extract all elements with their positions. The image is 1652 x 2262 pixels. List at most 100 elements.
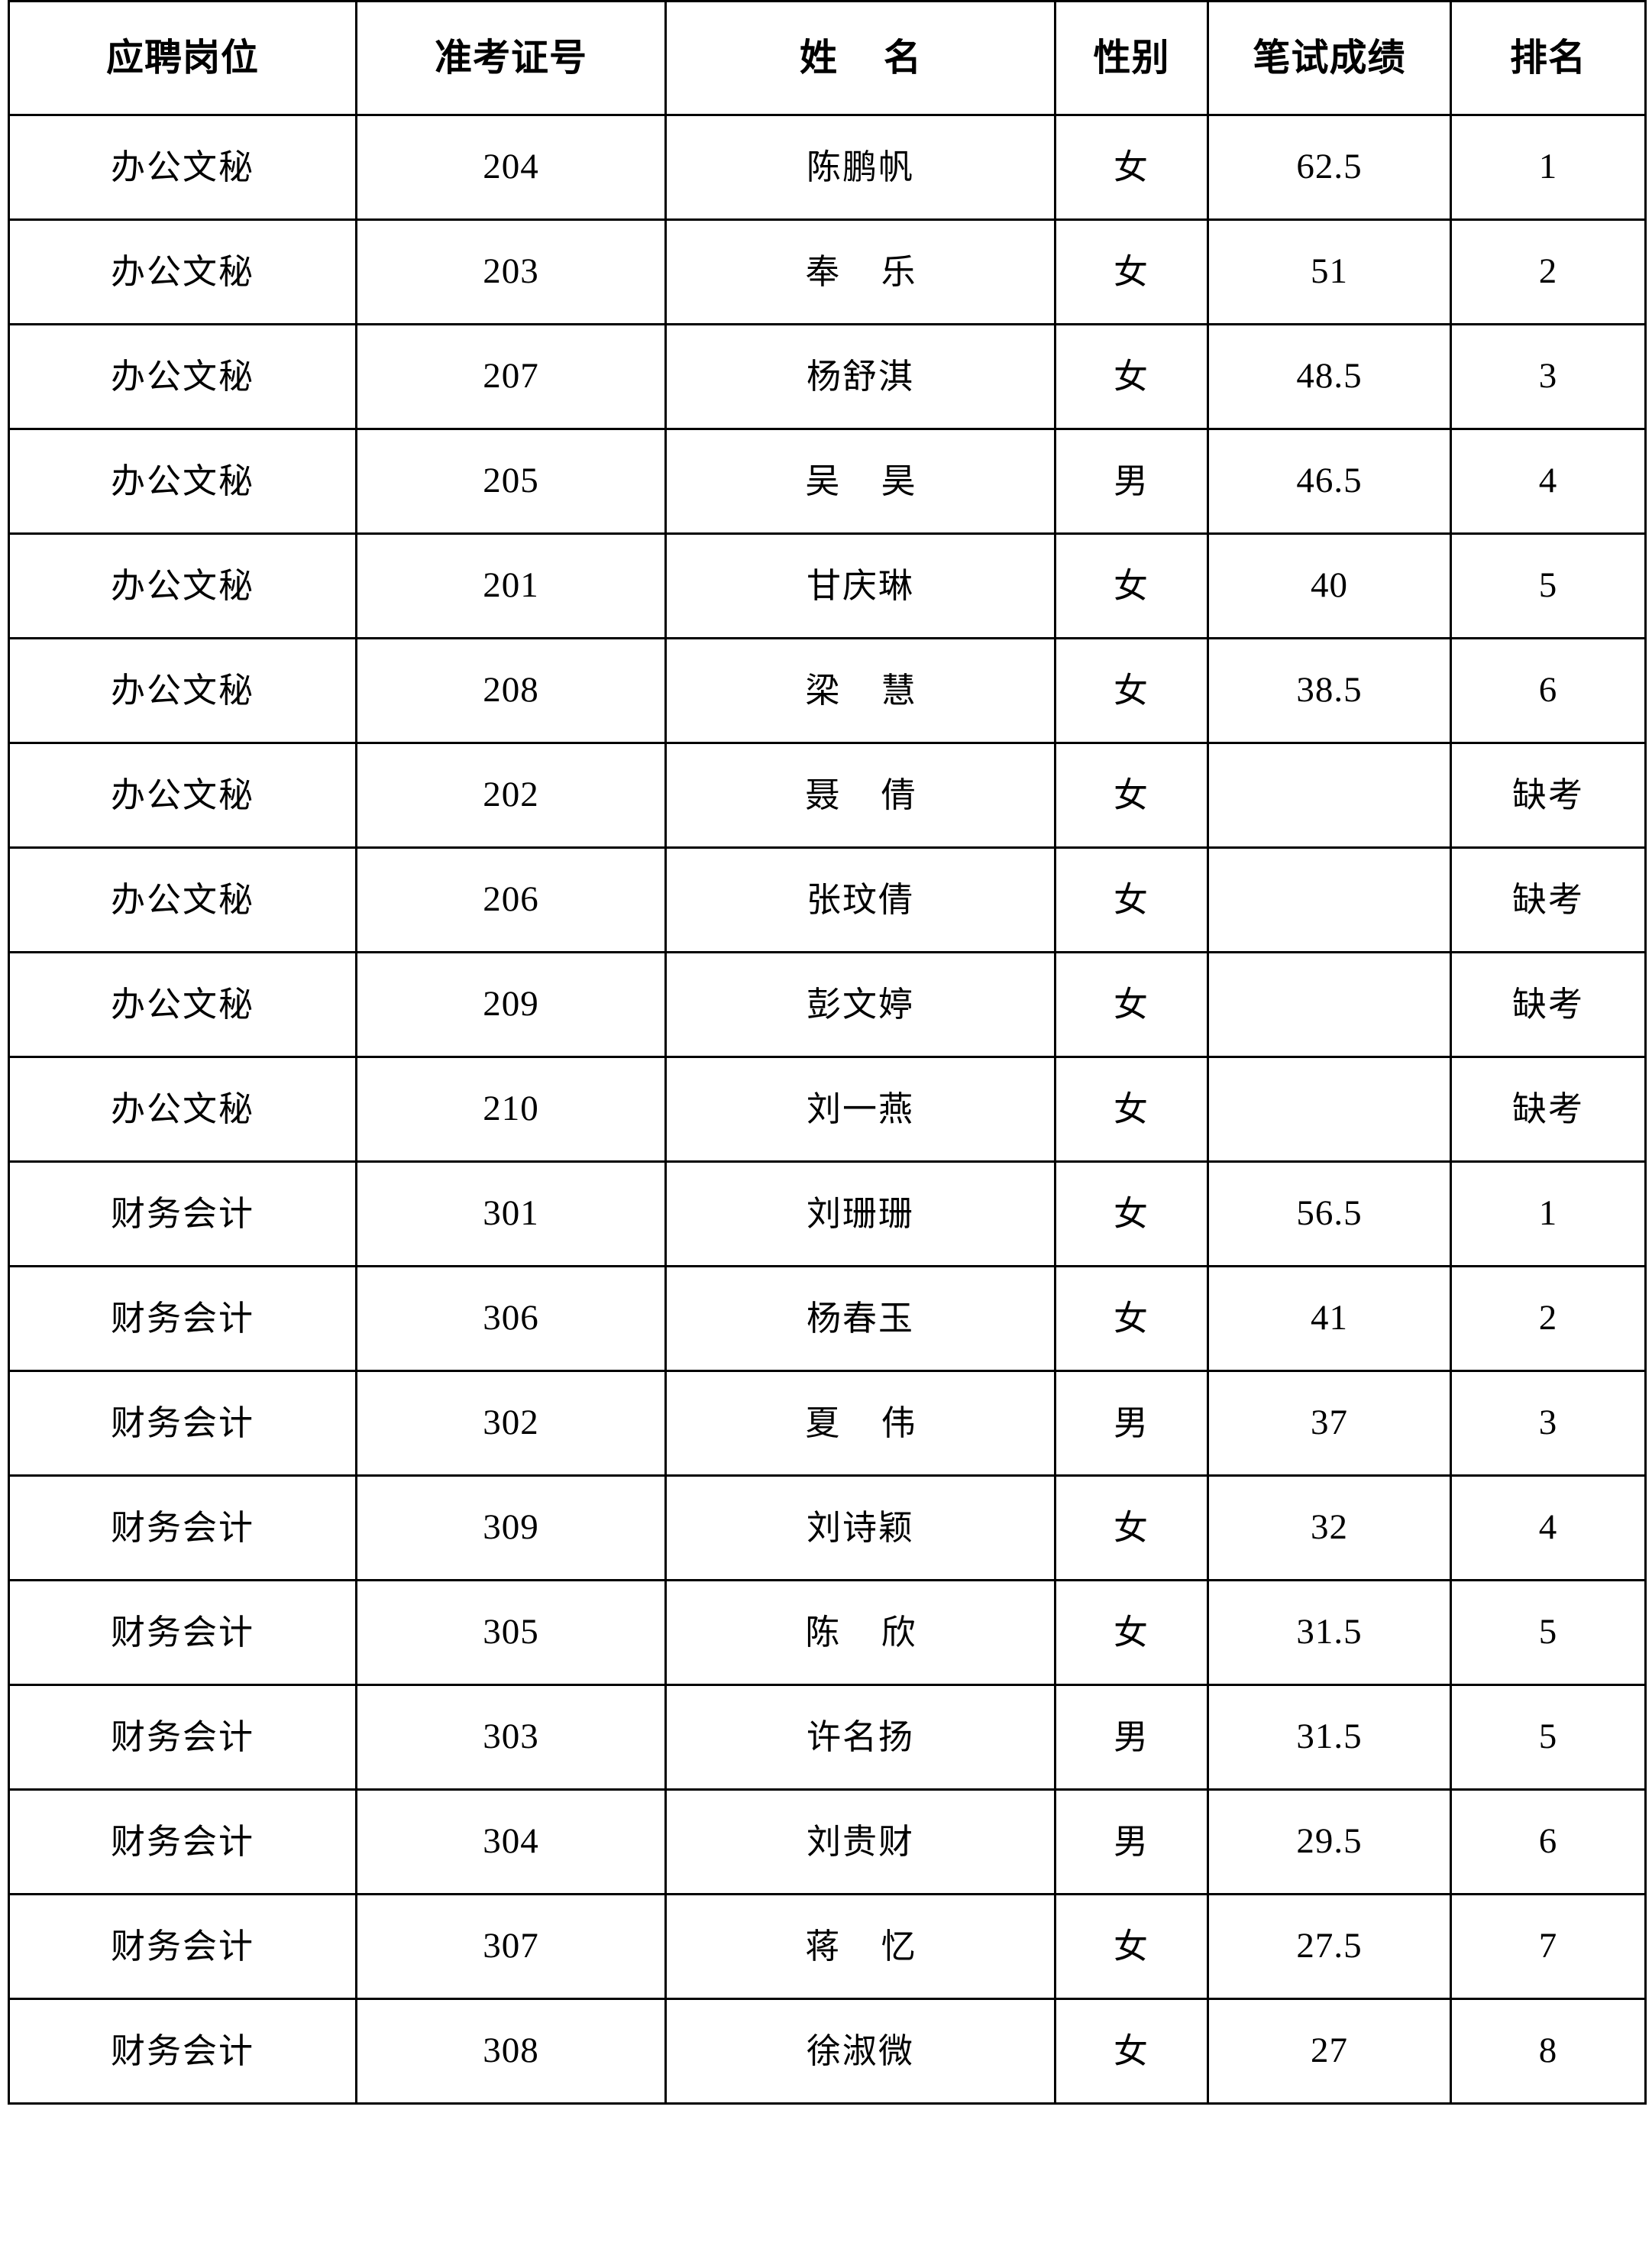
cell-score — [1207, 951, 1452, 1058]
cell-position: 办公文秘 — [8, 532, 357, 639]
table-row: 财务会计 304 刘贵财男 29.5 6 — [8, 1788, 1647, 1895]
cell-exam-no: 306 — [355, 1265, 667, 1372]
table-row: 办公文秘 203 奉 乐女 51 2 — [8, 218, 1647, 325]
cell-exam-no: 307 — [355, 1893, 667, 2000]
cell-score — [1207, 846, 1452, 953]
cell-score: 48.5 — [1207, 323, 1452, 430]
table-row: 财务会计 309 刘诗颖女 32 4 — [8, 1474, 1647, 1581]
cell-gender: 女 — [1054, 951, 1209, 1058]
table-header: 应聘岗位 准考证号 姓 名 性别 笔试成绩 排名 — [8, 0, 1647, 116]
cell-gender: 男 — [1054, 1788, 1209, 1895]
table-row: 办公文秘 201 甘庆琳女 40 5 — [8, 532, 1647, 639]
cell-position: 办公文秘 — [8, 323, 357, 430]
cell-position: 财务会计 — [8, 1684, 357, 1791]
cell-exam-no: 208 — [355, 637, 667, 744]
column-header-exam-no: 准考证号 — [355, 0, 667, 116]
cell-exam-no: 308 — [355, 1998, 667, 2105]
cell-gender: 女 — [1054, 1265, 1209, 1372]
cell-exam-no: 301 — [355, 1160, 667, 1267]
cell-name: 陈鹏帆 — [664, 114, 1056, 221]
cell-gender: 女 — [1054, 1056, 1209, 1163]
cell-exam-no: 309 — [355, 1474, 667, 1581]
cell-gender: 女 — [1054, 1893, 1209, 2000]
cell-position: 财务会计 — [8, 1893, 357, 2000]
table-row: 办公文秘 206 张玟倩女 缺考 — [8, 846, 1647, 953]
column-header-position: 应聘岗位 — [8, 0, 357, 116]
cell-exam-no: 209 — [355, 951, 667, 1058]
cell-rank: 5 — [1450, 1684, 1647, 1791]
cell-rank: 3 — [1450, 323, 1647, 430]
cell-score: 31.5 — [1207, 1579, 1452, 1686]
cell-score — [1207, 1056, 1452, 1163]
cell-rank: 6 — [1450, 637, 1647, 744]
cell-exam-no: 201 — [355, 532, 667, 639]
cell-score: 40 — [1207, 532, 1452, 639]
cell-rank: 5 — [1450, 1579, 1647, 1686]
cell-score: 27 — [1207, 1998, 1452, 2105]
cell-exam-no: 202 — [355, 742, 667, 849]
cell-exam-no: 203 — [355, 218, 667, 325]
table-body: 办公文秘 204 陈鹏帆女 62.5 1 办公文秘 203 奉 乐女 51 2 办公文秘 207 杨舒淇… — [8, 114, 1647, 2105]
cell-name: 刘珊珊 — [664, 1160, 1056, 1267]
cell-gender: 男 — [1054, 1684, 1209, 1791]
cell-score: 51 — [1207, 218, 1452, 325]
cell-position: 办公文秘 — [8, 114, 357, 221]
table-row: 办公文秘 209 彭文婷女 缺考 — [8, 951, 1647, 1058]
cell-position: 办公文秘 — [8, 846, 357, 953]
cell-exam-no: 205 — [355, 428, 667, 535]
cell-score: 38.5 — [1207, 637, 1452, 744]
cell-score: 56.5 — [1207, 1160, 1452, 1267]
cell-rank: 8 — [1450, 1998, 1647, 2105]
cell-gender: 女 — [1054, 114, 1209, 221]
cell-name: 奉 乐 — [664, 218, 1056, 325]
cell-score: 46.5 — [1207, 428, 1452, 535]
cell-rank: 7 — [1450, 1893, 1647, 2000]
cell-score: 62.5 — [1207, 114, 1452, 221]
cell-rank: 缺考 — [1450, 742, 1647, 849]
cell-name: 夏 伟 — [664, 1370, 1056, 1477]
cell-position: 财务会计 — [8, 1160, 357, 1267]
table-row: 办公文秘 204 陈鹏帆女 62.5 1 — [8, 114, 1647, 221]
cell-name: 陈 欣 — [664, 1579, 1056, 1686]
table-row: 财务会计 302 夏 伟男 37 3 — [8, 1370, 1647, 1477]
table-row: 办公文秘 207 杨舒淇女 48.5 3 — [8, 323, 1647, 430]
column-header-gender: 性别 — [1054, 0, 1209, 116]
cell-rank: 缺考 — [1450, 846, 1647, 953]
cell-position: 办公文秘 — [8, 742, 357, 849]
table-row: 财务会计 308 徐淑微女 27 8 — [8, 1998, 1647, 2105]
table-row: 办公文秘 208 梁 慧女 38.5 6 — [8, 637, 1647, 744]
cell-score: 31.5 — [1207, 1684, 1452, 1791]
cell-name: 杨春玉 — [664, 1265, 1056, 1372]
cell-position: 财务会计 — [8, 1788, 357, 1895]
cell-score: 37 — [1207, 1370, 1452, 1477]
cell-gender: 女 — [1054, 1160, 1209, 1267]
cell-score — [1207, 742, 1452, 849]
cell-position: 财务会计 — [8, 1998, 357, 2105]
cell-gender: 女 — [1054, 846, 1209, 953]
cell-name: 蒋 忆 — [664, 1893, 1056, 2000]
cell-position: 办公文秘 — [8, 428, 357, 535]
cell-rank: 4 — [1450, 1474, 1647, 1581]
cell-score: 41 — [1207, 1265, 1452, 1372]
table-row: 财务会计 303 许名扬男 31.5 5 — [8, 1684, 1647, 1791]
cell-rank: 4 — [1450, 428, 1647, 535]
cell-gender: 女 — [1054, 637, 1209, 744]
cell-position: 办公文秘 — [8, 1056, 357, 1163]
cell-name: 吴 昊 — [664, 428, 1056, 535]
cell-exam-no: 304 — [355, 1788, 667, 1895]
cell-name: 刘一燕 — [664, 1056, 1056, 1163]
cell-gender: 男 — [1054, 1370, 1209, 1477]
cell-name: 张玟倩 — [664, 846, 1056, 953]
cell-name: 彭文婷 — [664, 951, 1056, 1058]
cell-gender: 女 — [1054, 1474, 1209, 1581]
column-header-name: 姓 名 — [664, 0, 1056, 116]
cell-position: 办公文秘 — [8, 218, 357, 325]
cell-exam-no: 207 — [355, 323, 667, 430]
cell-exam-no: 210 — [355, 1056, 667, 1163]
cell-exam-no: 302 — [355, 1370, 667, 1477]
cell-gender: 男 — [1054, 428, 1209, 535]
table-row: 财务会计 305 陈 欣女 31.5 5 — [8, 1579, 1647, 1686]
cell-position: 办公文秘 — [8, 637, 357, 744]
cell-position: 财务会计 — [8, 1265, 357, 1372]
cell-name: 刘诗颖 — [664, 1474, 1056, 1581]
